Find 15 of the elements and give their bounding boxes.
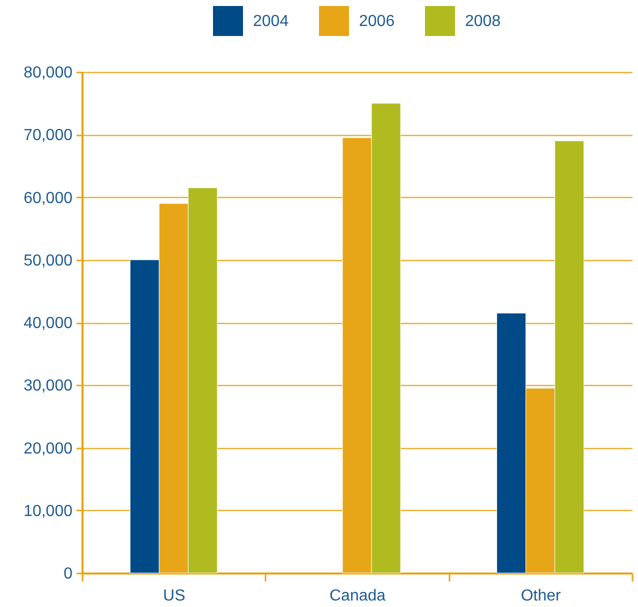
legend-label: 2008 <box>465 13 501 30</box>
legend-label: 2004 <box>253 13 289 30</box>
legend-label: 2006 <box>359 13 395 30</box>
x-tick-label: Other <box>520 588 562 604</box>
y-tick-label: 80,000 <box>24 64 73 82</box>
y-tick-label: 50,000 <box>24 252 73 270</box>
y-tick-label: 10,000 <box>24 502 73 520</box>
y-tick-label: 30,000 <box>24 378 73 395</box>
y-tick-label: 40,000 <box>24 315 73 332</box>
x-tick-label: Canada <box>329 588 386 604</box>
y-tick-label: 20,000 <box>24 440 73 458</box>
y-tick-label: 0 <box>64 566 73 582</box>
x-tick-label: US <box>163 588 186 604</box>
y-tick-label: 70,000 <box>24 127 73 144</box>
y-tick-label: 60,000 <box>24 190 73 207</box>
